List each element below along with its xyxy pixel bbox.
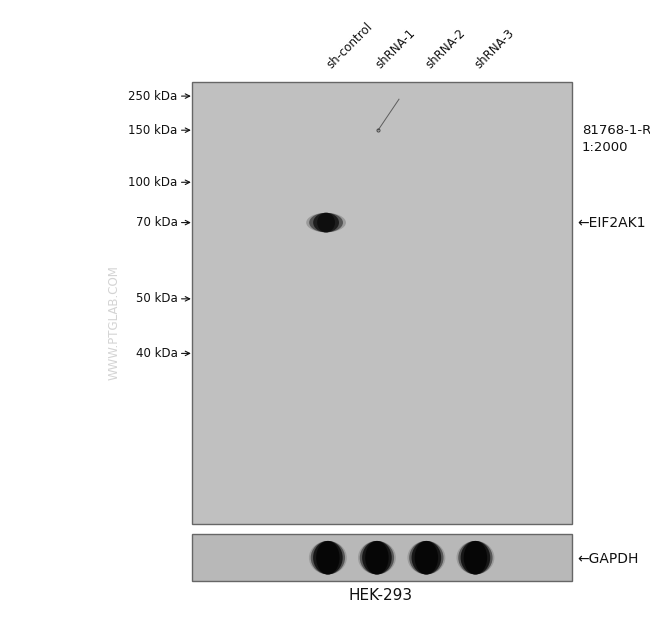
Text: 70 kDa: 70 kDa: [136, 216, 177, 229]
Text: shRNA-1: shRNA-1: [374, 26, 419, 71]
Ellipse shape: [358, 541, 396, 574]
Ellipse shape: [411, 541, 441, 574]
Text: ←EIF2AK1: ←EIF2AK1: [577, 216, 645, 229]
Ellipse shape: [311, 541, 345, 574]
Text: 81768-1-RR
1:2000: 81768-1-RR 1:2000: [582, 124, 650, 154]
Ellipse shape: [415, 541, 438, 574]
Bar: [192, 534, 572, 581]
Ellipse shape: [316, 541, 339, 574]
Text: shRNA-3: shRNA-3: [472, 26, 517, 71]
Text: 150 kDa: 150 kDa: [128, 124, 177, 136]
Ellipse shape: [408, 541, 445, 574]
Text: shRNA-2: shRNA-2: [423, 26, 468, 71]
Text: WWW.PTGLAB.COM: WWW.PTGLAB.COM: [107, 265, 120, 380]
Ellipse shape: [463, 541, 487, 574]
Ellipse shape: [362, 541, 392, 574]
Ellipse shape: [313, 541, 343, 574]
Ellipse shape: [309, 213, 343, 232]
Ellipse shape: [458, 541, 493, 574]
Ellipse shape: [410, 541, 443, 574]
Text: HEK-293: HEK-293: [348, 588, 412, 603]
Ellipse shape: [365, 541, 389, 574]
Ellipse shape: [456, 541, 495, 574]
Text: ←GAPDH: ←GAPDH: [577, 552, 638, 566]
Ellipse shape: [309, 541, 347, 574]
Ellipse shape: [461, 541, 490, 574]
Ellipse shape: [313, 213, 339, 232]
Ellipse shape: [306, 213, 346, 232]
Text: 100 kDa: 100 kDa: [128, 176, 177, 188]
Ellipse shape: [317, 213, 335, 232]
Text: 50 kDa: 50 kDa: [136, 293, 177, 305]
Ellipse shape: [359, 541, 394, 574]
Text: 250 kDa: 250 kDa: [128, 90, 177, 102]
Text: sh-control: sh-control: [324, 20, 376, 71]
Bar: [192, 82, 572, 524]
Text: 40 kDa: 40 kDa: [136, 347, 177, 360]
